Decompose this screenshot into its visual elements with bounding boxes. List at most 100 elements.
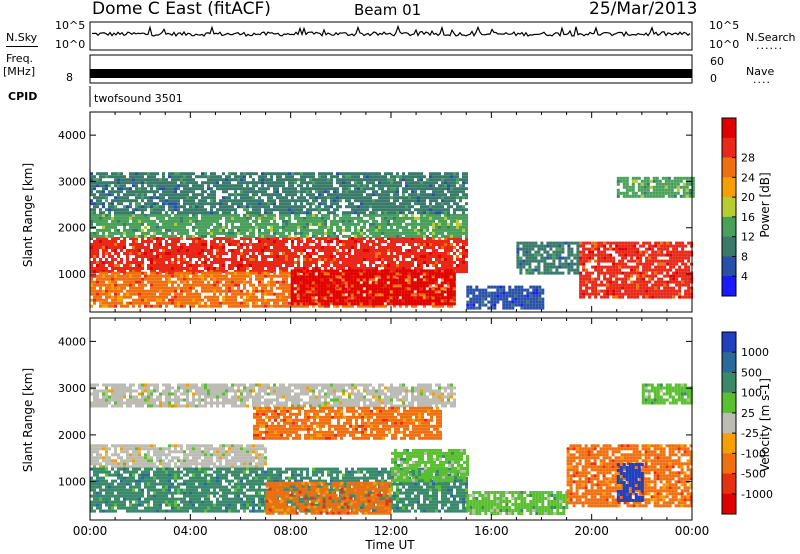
echo-cell	[243, 219, 246, 223]
echo-cell	[222, 178, 225, 182]
echo-cell	[419, 278, 423, 282]
echo-cell	[408, 249, 411, 252]
echo-cell	[219, 261, 222, 264]
echo-cell	[255, 271, 258, 275]
echo-cell	[407, 284, 411, 288]
echo-cell	[189, 205, 192, 209]
echo-cell	[168, 270, 171, 273]
echo-cell	[363, 187, 366, 191]
echo-cell	[186, 231, 189, 235]
echo-cell	[204, 199, 207, 203]
echo-cell	[201, 252, 204, 255]
echo-cell	[111, 172, 114, 176]
echo-cell	[270, 304, 273, 308]
echo-cell	[447, 304, 450, 308]
echo-cell	[111, 283, 114, 287]
echo-cell	[117, 187, 120, 191]
echo-cell	[324, 295, 327, 299]
echo-cell	[291, 187, 294, 191]
echo-cell	[102, 246, 105, 249]
echo-cell	[419, 299, 423, 303]
echo-cell	[357, 252, 360, 255]
echo-cell	[273, 219, 276, 223]
echo-cell	[192, 190, 195, 194]
echo-cell	[222, 252, 225, 255]
echo-cell	[462, 264, 465, 267]
echo-cell	[393, 249, 396, 252]
echo-cell	[288, 225, 291, 229]
echo-cell	[386, 272, 390, 276]
echo-cell	[243, 172, 246, 176]
echo-cell	[162, 187, 165, 191]
echo-cell	[135, 277, 138, 281]
echo-cell	[383, 290, 387, 294]
echo-cell	[171, 184, 174, 188]
echo-cell	[435, 252, 438, 255]
echo-cell	[450, 231, 453, 235]
echo-cell	[326, 269, 330, 273]
echo-cell	[302, 269, 306, 273]
echo-cell	[369, 187, 372, 191]
echo-cell	[255, 270, 258, 273]
echo-cell	[120, 219, 123, 223]
echo-cell	[273, 258, 276, 261]
echo-cell	[375, 292, 378, 296]
echo-cell	[405, 252, 408, 255]
echo-cell	[207, 304, 210, 308]
echo-cell	[353, 287, 357, 291]
echo-cell	[356, 281, 360, 285]
echo-cell	[363, 178, 366, 182]
echo-cell	[383, 284, 387, 288]
echo-cell	[308, 275, 312, 279]
echo-cell	[369, 231, 372, 235]
echo-cell	[234, 298, 237, 302]
echo-cell	[183, 280, 186, 284]
echo-cell	[288, 190, 291, 194]
echo-cell	[291, 237, 294, 240]
echo-cell	[222, 267, 225, 270]
echo-cell	[417, 222, 420, 226]
echo-cell	[372, 222, 375, 226]
echo-cell	[177, 187, 180, 191]
echo-cell	[300, 178, 303, 182]
echo-cell	[159, 219, 162, 223]
echo-cell	[222, 211, 225, 215]
echo-cell	[354, 243, 357, 246]
echo-cell	[306, 184, 309, 188]
echo-cell	[299, 275, 303, 279]
echo-cell	[309, 208, 312, 212]
echo-cell	[369, 202, 372, 206]
echo-cell	[273, 202, 276, 206]
echo-cell	[267, 187, 270, 191]
echo-cell	[357, 261, 360, 264]
echo-cell	[165, 258, 168, 261]
echo-cell	[204, 267, 207, 270]
echo-cell	[114, 184, 117, 188]
echo-cell	[270, 178, 273, 182]
echo-cell	[311, 275, 315, 279]
echo-cell	[462, 270, 465, 273]
echo-cell	[228, 271, 231, 275]
echo-cell	[378, 205, 381, 209]
echo-cell	[453, 252, 456, 255]
echo-cell	[246, 292, 249, 296]
echo-cell	[135, 172, 138, 176]
echo-cell	[255, 277, 258, 281]
echo-cell	[411, 243, 414, 246]
echo-cell	[290, 293, 294, 297]
echo-cell	[189, 199, 192, 203]
echo-cell	[270, 292, 273, 296]
echo-cell	[432, 252, 435, 255]
echo-cell	[132, 286, 135, 290]
echo-cell	[327, 258, 330, 261]
echo-cell	[309, 222, 312, 226]
echo-cell	[329, 296, 333, 300]
echo-cell	[183, 184, 186, 188]
echo-cell	[150, 286, 153, 290]
echo-cell	[168, 258, 171, 261]
echo-cell	[465, 216, 468, 220]
echo-cell	[144, 213, 147, 217]
echo-cell	[234, 193, 237, 197]
echo-cell	[317, 278, 321, 282]
echo-cell	[357, 199, 360, 203]
